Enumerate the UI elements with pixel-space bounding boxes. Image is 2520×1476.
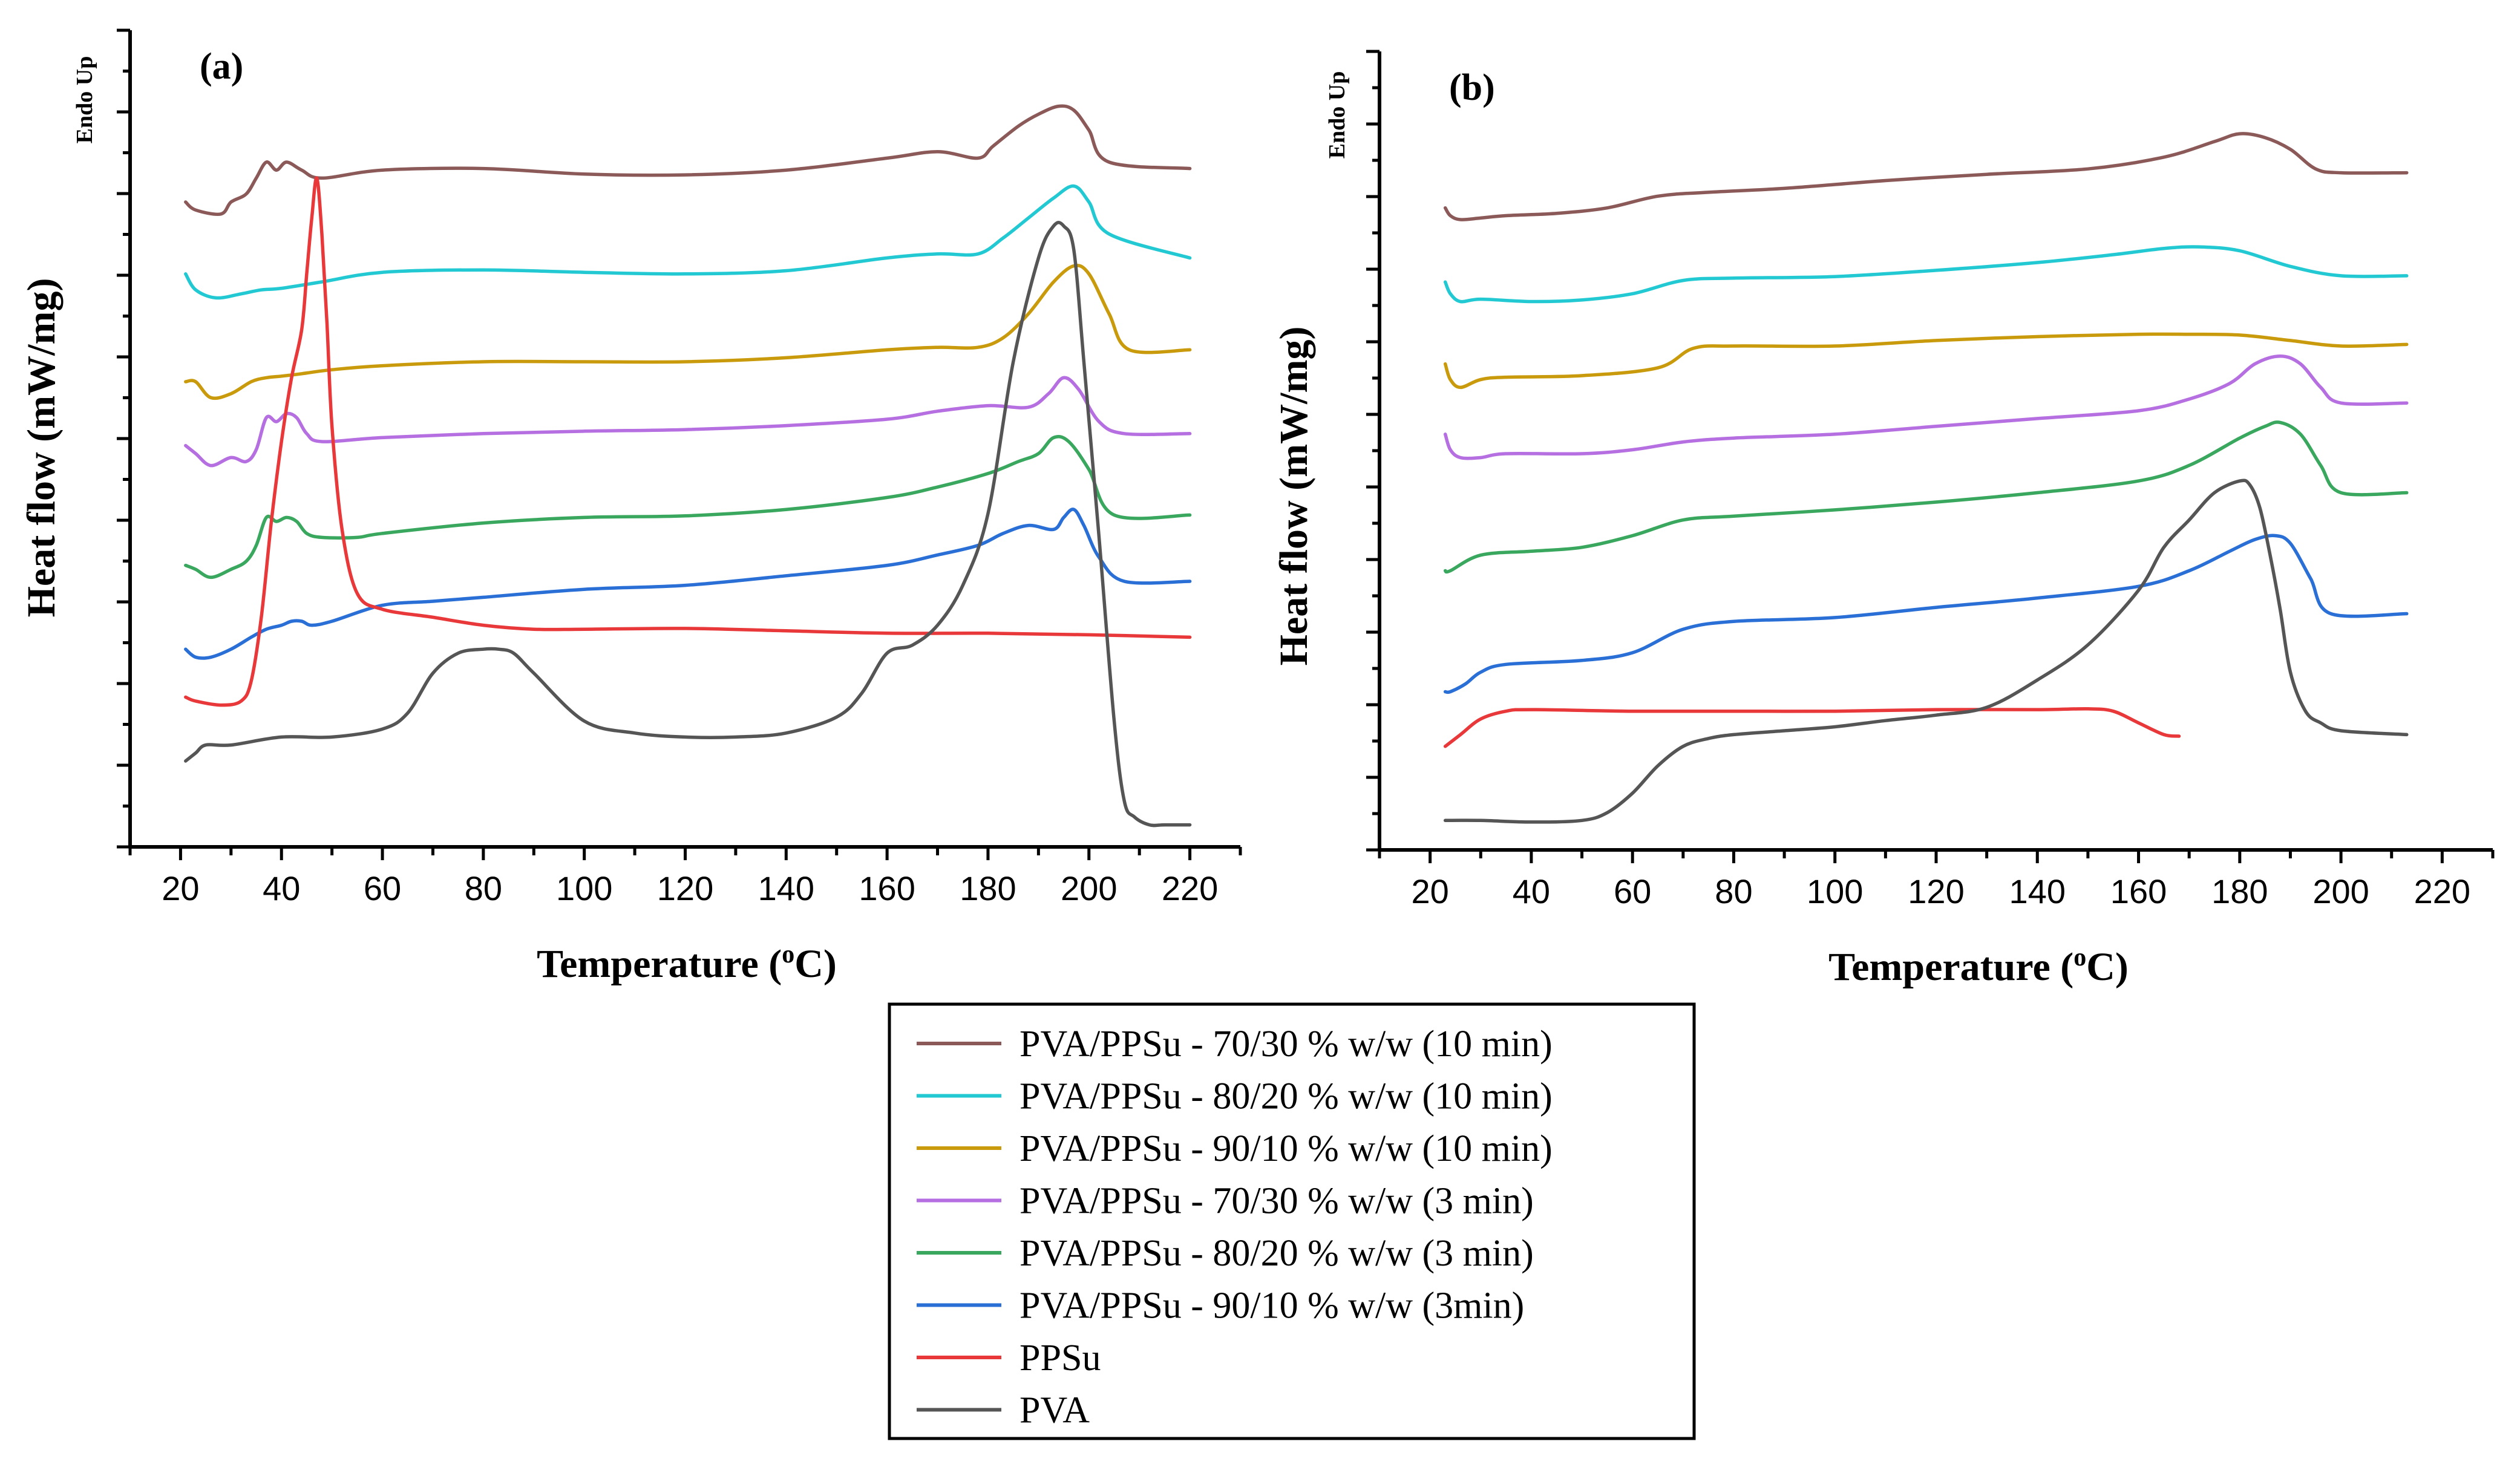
series-line-pva-ppsu-80-20-w-w-10-min	[1443, 245, 2409, 304]
x-tick-label: 40	[1513, 872, 1550, 910]
series-line-pva	[184, 221, 1192, 828]
series-line-pva-ppsu-80-20-w-w-10-min	[184, 184, 1192, 300]
legend-entry-label: PVA/PPSu - 70/30 % w/w (3 min)	[1019, 1181, 1534, 1222]
panel-a-chart: 20 40 60 80 100 120 140 160 180 200 220 Temperature…	[19, 28, 1242, 986]
x-tick-label: 100	[1807, 872, 1863, 910]
legend-entry-label: PVA/PPSu - 90/10 % w/w (3min)	[1019, 1285, 1524, 1327]
legend-entry-label: PVA/PPSu - 70/30 % w/w (10 min)	[1019, 1024, 1553, 1065]
x-tick-label: 120	[1908, 872, 1964, 910]
x-tick-label: 60	[364, 869, 401, 907]
legend: PVA/PPSu - 70/30 % w/w (10 min) PVA/PPSu …	[888, 1002, 1696, 1440]
x-tick-label: 200	[1061, 869, 1117, 907]
legend-entry-label: PVA/PPSu - 90/10 % w/w (10 min)	[1019, 1128, 1553, 1169]
x-tick-label: 180	[2211, 872, 2268, 910]
series-line-pva	[1443, 478, 2409, 824]
series-line-pva-ppsu-90-10-w-w-3min	[184, 508, 1192, 660]
series-line-pva-ppsu-70-30-w-w-3-min	[184, 376, 1192, 468]
legend-entry-label: PVA	[1019, 1390, 1090, 1431]
legend-entry-label: PVA/PPSu - 80/20 % w/w (3 min)	[1019, 1233, 1534, 1274]
legend-entry-label: PVA/PPSu - 80/20 % w/w (10 min)	[1019, 1076, 1553, 1117]
series-line-ppsu	[1443, 707, 2181, 748]
x-tick-label: 200	[2312, 872, 2369, 910]
series-line-pva-ppsu-90-10-w-w-10-min	[1443, 332, 2409, 390]
series-line-pva-ppsu-90-10-w-w-3min	[1443, 534, 2409, 694]
panel-b-chart: 20 40 60 80 100 120 140 160 180 200 220 Temperature…	[1272, 50, 2495, 989]
x-tick-label: 160	[859, 869, 915, 907]
series-line-ppsu	[184, 176, 1192, 707]
endo-up-label: Endo Up	[72, 56, 97, 144]
x-tick-label: 80	[465, 869, 502, 907]
x-tick-label: 20	[1411, 872, 1448, 910]
x-tick-label: 140	[2009, 872, 2066, 910]
x-tick-label: 180	[960, 869, 1016, 907]
x-tick-label: 40	[263, 869, 300, 907]
x-axis-title: Temperature (oC)	[1828, 944, 2129, 989]
x-tick-label: 80	[1715, 872, 1752, 910]
x-tick-label: 100	[556, 869, 612, 907]
y-axis-title: Heat flow (mW/mg)	[19, 278, 64, 618]
panel-label: (a)	[200, 46, 243, 87]
series-line-pva-ppsu-70-30-w-w-3-min	[1443, 354, 2409, 460]
x-tick-label: 160	[2110, 872, 2167, 910]
x-tick-label: 140	[758, 869, 814, 907]
series-line-pva-ppsu-70-30-w-w-10-min	[1443, 132, 2409, 221]
x-axis-title: Temperature (oC)	[537, 941, 837, 986]
x-tick-label: 60	[1614, 872, 1651, 910]
panel-label: (b)	[1449, 67, 1495, 108]
series-line-pva-ppsu-80-20-w-w-3-min	[184, 434, 1192, 580]
endo-up-label: Endo Up	[1324, 71, 1350, 159]
legend-entry-label: PPSu	[1019, 1337, 1101, 1379]
series-line-pva-ppsu-90-10-w-w-10-min	[184, 264, 1192, 400]
series-line-pva-ppsu-80-20-w-w-3-min	[1443, 420, 2409, 574]
x-tick-label: 220	[2414, 872, 2470, 910]
x-tick-label: 120	[657, 869, 713, 907]
legend-box	[888, 1002, 1696, 1440]
x-tick-label: 20	[162, 869, 199, 907]
x-tick-label: 220	[1162, 869, 1218, 907]
series-line-pva-ppsu-70-30-w-w-10-min	[184, 104, 1192, 217]
y-axis-title: Heat flow (mW/mg)	[1272, 327, 1316, 666]
